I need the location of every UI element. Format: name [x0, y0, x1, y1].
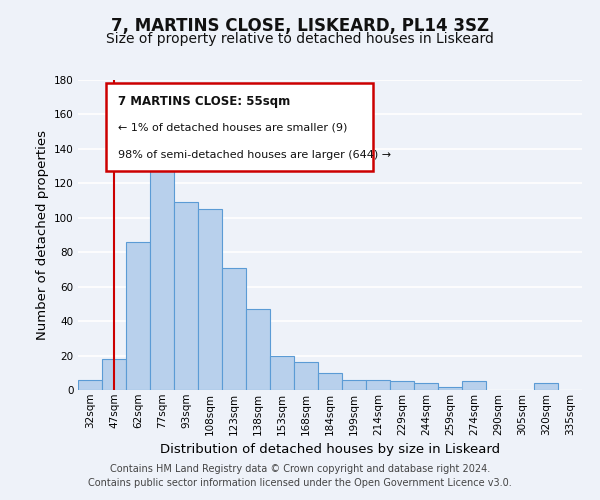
Bar — [102, 359, 126, 390]
Text: Size of property relative to detached houses in Liskeard: Size of property relative to detached ho… — [106, 32, 494, 46]
Text: 98% of semi-detached houses are larger (644) →: 98% of semi-detached houses are larger (… — [118, 150, 391, 160]
Text: ← 1% of detached houses are smaller (9): ← 1% of detached houses are smaller (9) — [118, 123, 347, 133]
Bar — [150, 138, 174, 390]
Bar — [534, 383, 558, 390]
Bar — [270, 356, 294, 390]
Y-axis label: Number of detached properties: Number of detached properties — [35, 130, 49, 340]
Text: 7, MARTINS CLOSE, LISKEARD, PL14 3SZ: 7, MARTINS CLOSE, LISKEARD, PL14 3SZ — [111, 18, 489, 36]
Bar — [198, 209, 222, 390]
Bar — [462, 382, 486, 390]
Bar — [294, 362, 318, 390]
Bar — [390, 382, 414, 390]
FancyBboxPatch shape — [106, 83, 373, 172]
Bar — [126, 242, 150, 390]
Bar — [414, 383, 438, 390]
Bar — [246, 309, 270, 390]
Bar — [222, 268, 246, 390]
Text: 7 MARTINS CLOSE: 55sqm: 7 MARTINS CLOSE: 55sqm — [118, 96, 290, 108]
Bar — [318, 373, 342, 390]
Text: Contains public sector information licensed under the Open Government Licence v3: Contains public sector information licen… — [88, 478, 512, 488]
Bar — [78, 380, 102, 390]
Bar — [366, 380, 390, 390]
Bar — [174, 202, 198, 390]
X-axis label: Distribution of detached houses by size in Liskeard: Distribution of detached houses by size … — [160, 443, 500, 456]
Text: Contains HM Land Registry data © Crown copyright and database right 2024.: Contains HM Land Registry data © Crown c… — [110, 464, 490, 474]
Bar — [342, 380, 366, 390]
Bar — [438, 386, 462, 390]
